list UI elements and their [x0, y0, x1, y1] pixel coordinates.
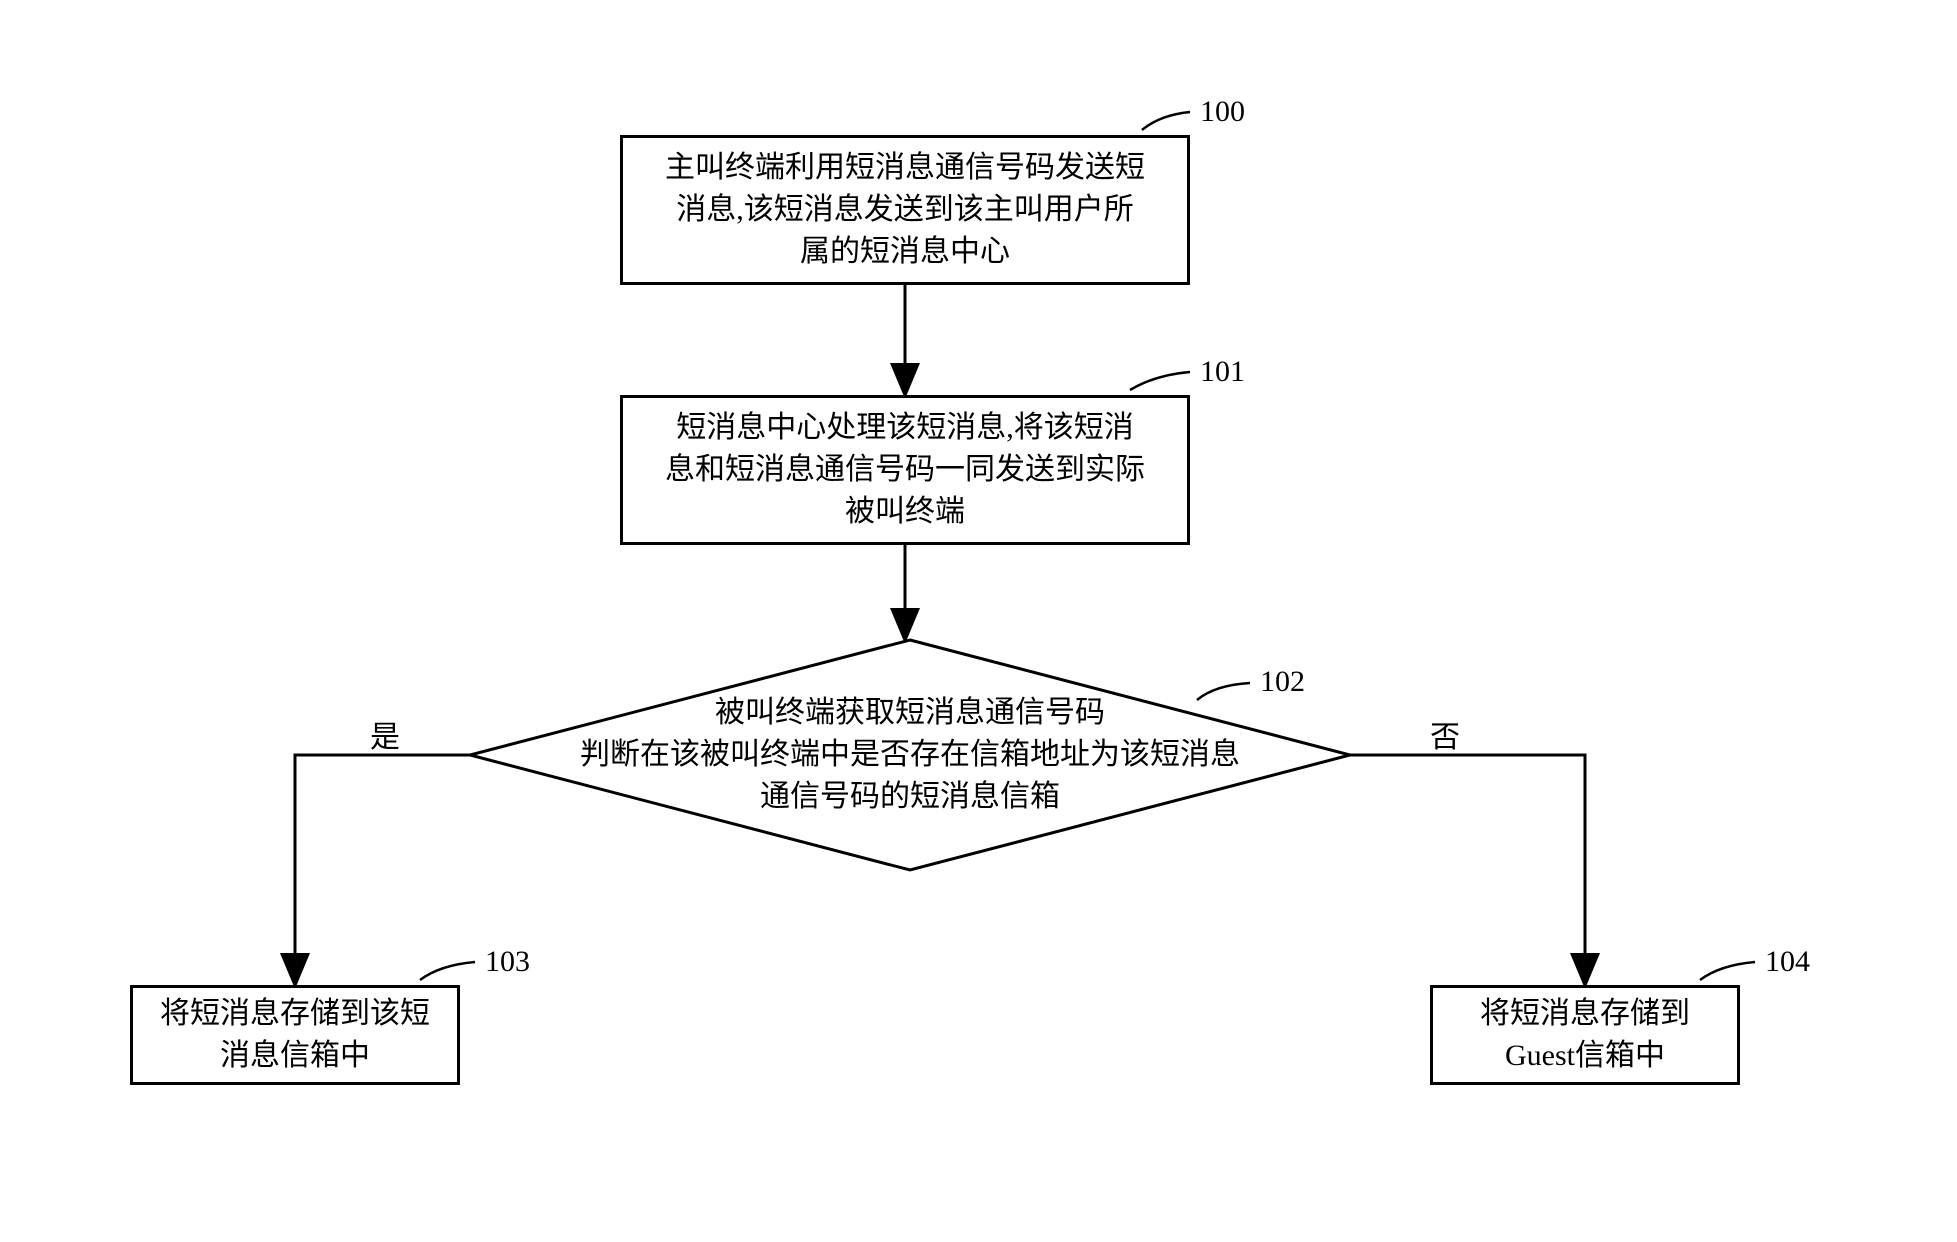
process-text-101: 短消息中心处理该短消息,将该短消息和短消息通信号码一同发送到实际被叫终端 — [665, 407, 1145, 533]
process-box-103: 将短消息存储到该短消息信箱中 — [130, 985, 460, 1085]
decision-line3: 通信号码的短消息信箱 — [470, 776, 1350, 818]
decision-line2: 判断在该被叫终端中是否存在信箱地址为该短消息 — [470, 734, 1350, 776]
process-text-100: 主叫终端利用短消息通信号码发送短消息,该短消息发送到该主叫用户所属的短消息中心 — [665, 147, 1145, 273]
node-id-104: 104 — [1765, 945, 1810, 979]
node-id-103: 103 — [485, 945, 530, 979]
process-box-100: 主叫终端利用短消息通信号码发送短消息,该短消息发送到该主叫用户所属的短消息中心 — [620, 135, 1190, 285]
decision-box-102: 被叫终端获取短消息通信号码 判断在该被叫终端中是否存在信箱地址为该短消息 通信号… — [470, 640, 1350, 870]
flowchart-container: 主叫终端利用短消息通信号码发送短消息,该短消息发送到该主叫用户所属的短消息中心 … — [0, 0, 1957, 1242]
decision-text-102: 被叫终端获取短消息通信号码 判断在该被叫终端中是否存在信箱地址为该短消息 通信号… — [470, 692, 1350, 818]
process-box-104: 将短消息存储到Guest信箱中 — [1430, 985, 1740, 1085]
node-id-100: 100 — [1200, 95, 1245, 129]
branch-label-no: 否 — [1430, 712, 1460, 756]
decision-line1: 被叫终端获取短消息通信号码 — [470, 692, 1350, 734]
process-box-101: 短消息中心处理该短消息,将该短消息和短消息通信号码一同发送到实际被叫终端 — [620, 395, 1190, 545]
process-text-104: 将短消息存储到Guest信箱中 — [1480, 993, 1690, 1077]
node-id-101: 101 — [1200, 355, 1245, 389]
node-id-102: 102 — [1260, 665, 1305, 699]
branch-label-yes: 是 — [370, 712, 400, 756]
process-text-103: 将短消息存储到该短消息信箱中 — [160, 993, 430, 1077]
